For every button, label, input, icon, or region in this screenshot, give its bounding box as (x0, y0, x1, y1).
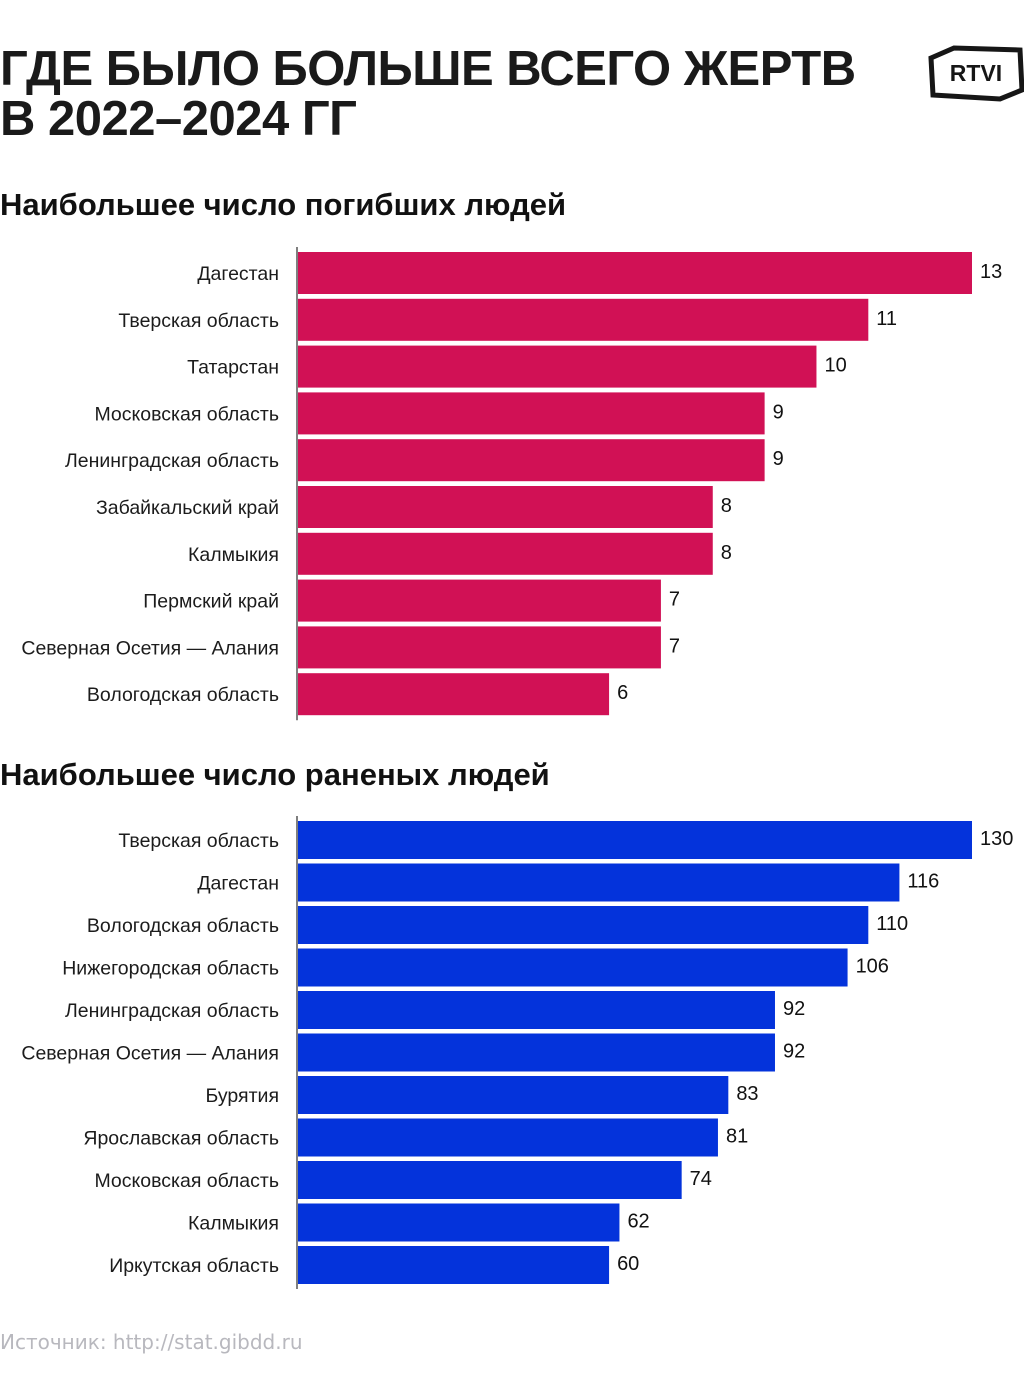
chart-killed: Дагестан 13 Тверская область 11 Татарстан 10 М… (21, 247, 1002, 721)
category-label: Бурятия (206, 1085, 279, 1107)
category-label: Калмыкия (188, 544, 279, 566)
bar-killed-0 (298, 252, 972, 294)
value-label: 8 (721, 542, 732, 564)
bar-killed-4 (298, 439, 765, 482)
bar-injured-8 (298, 1161, 682, 1199)
bar-injured-10 (298, 1246, 610, 1284)
title-line-1: ГДЕ БЫЛО БОЛЬШЕ ВСЕГО ЖЕРТВ (0, 42, 856, 96)
category-label: Ярославская область (83, 1128, 279, 1150)
category-label: Калмыкия (188, 1213, 279, 1235)
category-label: Дагестан (197, 263, 279, 285)
source-note: Источник: http://stat.gibdd.ru (0, 1330, 303, 1354)
bar-injured-6 (298, 1076, 729, 1114)
chart-injured: Тверская область 130 Дагестан 116 Вологодска… (21, 816, 1013, 1289)
value-label: 60 (617, 1253, 639, 1275)
bar-injured-9 (298, 1203, 620, 1242)
bar-killed-8 (298, 626, 661, 669)
bar-killed-6 (298, 532, 713, 575)
value-label: 7 (669, 589, 680, 611)
value-label: 9 (773, 401, 784, 423)
category-label: Вологодская область (87, 915, 279, 937)
value-label: 106 (856, 956, 889, 978)
category-label: Ленинградская область (65, 450, 279, 472)
chart-injured-title: Наибольшее число раненых людей (0, 757, 550, 792)
value-label: 110 (876, 913, 908, 935)
category-label: Тверская область (118, 830, 279, 852)
logo-text: RTVI (950, 60, 1002, 86)
bar-injured-4 (298, 991, 775, 1029)
chart-killed-title: Наибольшее число погибших людей (0, 187, 567, 222)
category-label: Забайкальский край (96, 497, 279, 519)
value-label: 7 (669, 635, 680, 657)
page-title: ГДЕ БЫЛО БОЛЬШЕ ВСЕГО ЖЕРТВ В 2022–2024 … (0, 44, 880, 144)
bar-injured-7 (298, 1118, 718, 1157)
value-label: 92 (783, 1041, 805, 1063)
bar-injured-2 (298, 906, 869, 944)
category-label: Тверская область (118, 310, 279, 332)
category-label: Пермский край (143, 591, 279, 613)
bar-killed-9 (298, 673, 610, 716)
value-label: 81 (726, 1126, 748, 1148)
bar-killed-5 (298, 486, 713, 528)
category-label: Московская область (94, 1170, 279, 1192)
value-label: 6 (617, 682, 628, 704)
category-label: Северная Осетия — Алания (21, 637, 279, 659)
value-label: 83 (736, 1083, 758, 1105)
bar-killed-1 (298, 298, 869, 341)
value-label: 8 (721, 495, 732, 517)
title-line-2: В 2022–2024 ГГ (0, 92, 357, 146)
bar-killed-3 (298, 392, 765, 435)
value-label: 92 (783, 998, 805, 1020)
value-label: 13 (980, 261, 1002, 283)
category-label: Татарстан (187, 357, 279, 379)
value-label: 116 (907, 871, 939, 893)
category-label: Северная Осетия — Алания (21, 1043, 279, 1065)
value-label: 74 (690, 1168, 712, 1190)
category-label: Дагестан (197, 873, 279, 895)
value-label: 62 (627, 1211, 649, 1233)
bar-injured-0 (298, 821, 972, 859)
category-label: Нижегородская область (62, 958, 279, 980)
bar-injured-5 (298, 1033, 775, 1072)
bar-killed-7 (298, 579, 661, 622)
value-label: 11 (876, 308, 897, 330)
category-label: Ленинградская область (65, 1000, 279, 1022)
logo-frame-icon (928, 45, 1024, 102)
category-label: Иркутская область (109, 1255, 279, 1277)
bar-injured-3 (298, 948, 848, 987)
value-label: 9 (773, 448, 784, 470)
value-label: 10 (824, 355, 846, 377)
rtvi-logo: RTVI (928, 45, 1024, 102)
bar-killed-2 (298, 345, 817, 388)
category-label: Московская область (94, 403, 279, 425)
category-label: Вологодская область (87, 684, 279, 706)
value-label: 130 (980, 828, 1013, 850)
bar-injured-1 (298, 863, 900, 902)
